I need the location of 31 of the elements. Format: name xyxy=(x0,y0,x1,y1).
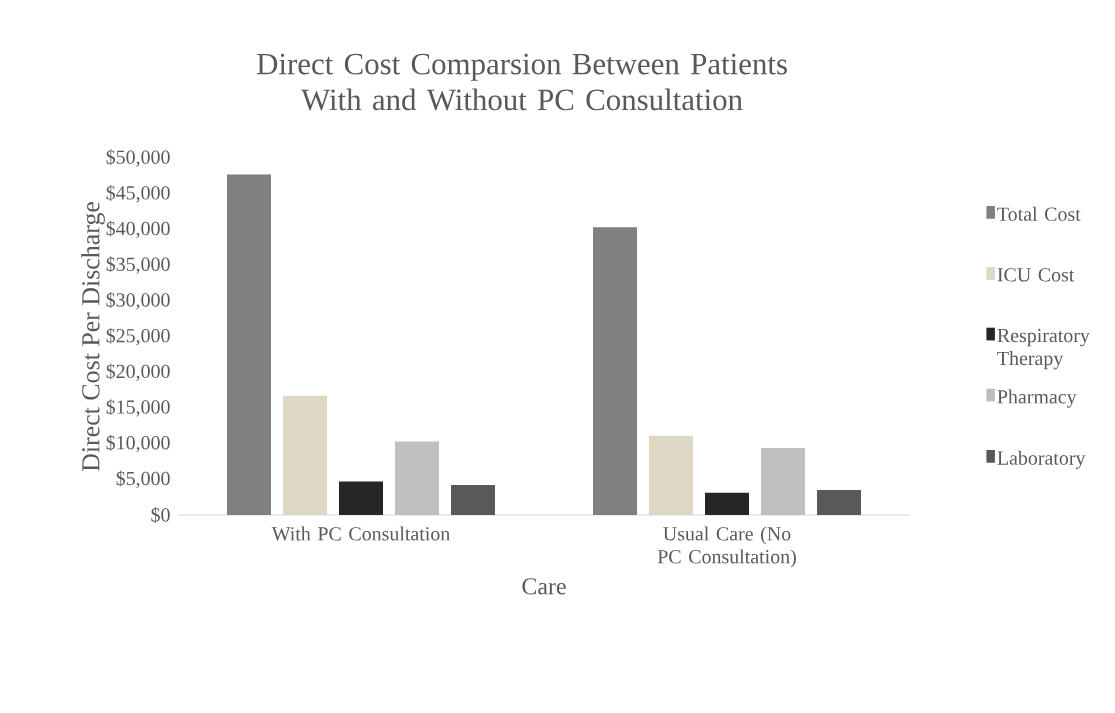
bar xyxy=(283,395,327,515)
x-axis-title: Care xyxy=(522,578,566,595)
bar xyxy=(227,174,271,515)
bar xyxy=(593,227,638,515)
y-tick-label: $35,000 xyxy=(106,256,170,274)
bar xyxy=(339,481,383,515)
bar xyxy=(649,435,694,515)
y-tick-label: $45,000 xyxy=(106,184,170,203)
y-tick-label: $5,000 xyxy=(116,470,170,489)
chart-title: Direct Cost Comparsion Between Patients With and Without PC Consultation xyxy=(257,53,787,111)
y-tick-label: $30,000 xyxy=(106,292,170,310)
legend-label: Pharmacy xyxy=(997,389,1077,408)
x-tick-label: With PC Consultation xyxy=(271,526,450,541)
y-tick-label: $10,000 xyxy=(106,434,170,453)
y-tick-label: $15,000 xyxy=(106,399,170,417)
y-tick-label: $50,000 xyxy=(106,149,170,167)
y-axis-title: Direct Cost Per Discharge xyxy=(81,202,105,472)
y-tick-label: $25,000 xyxy=(106,327,170,346)
bar xyxy=(395,441,439,515)
bar xyxy=(705,492,750,515)
bar xyxy=(761,447,806,515)
y-tick-label: $0 xyxy=(151,507,170,523)
y-tick-label: $20,000 xyxy=(106,363,170,381)
legend-label: Total Cost xyxy=(997,206,1081,221)
legend-label: ICU Cost xyxy=(997,268,1075,282)
bar xyxy=(817,490,862,515)
legend-label: Respiratory Therapy xyxy=(997,328,1090,370)
bar xyxy=(451,485,495,515)
legend-label: Laboratory xyxy=(997,450,1086,469)
y-tick-label: $40,000 xyxy=(106,220,170,239)
x-tick-label: Usual Care (No PC Consultation) xyxy=(657,526,796,568)
